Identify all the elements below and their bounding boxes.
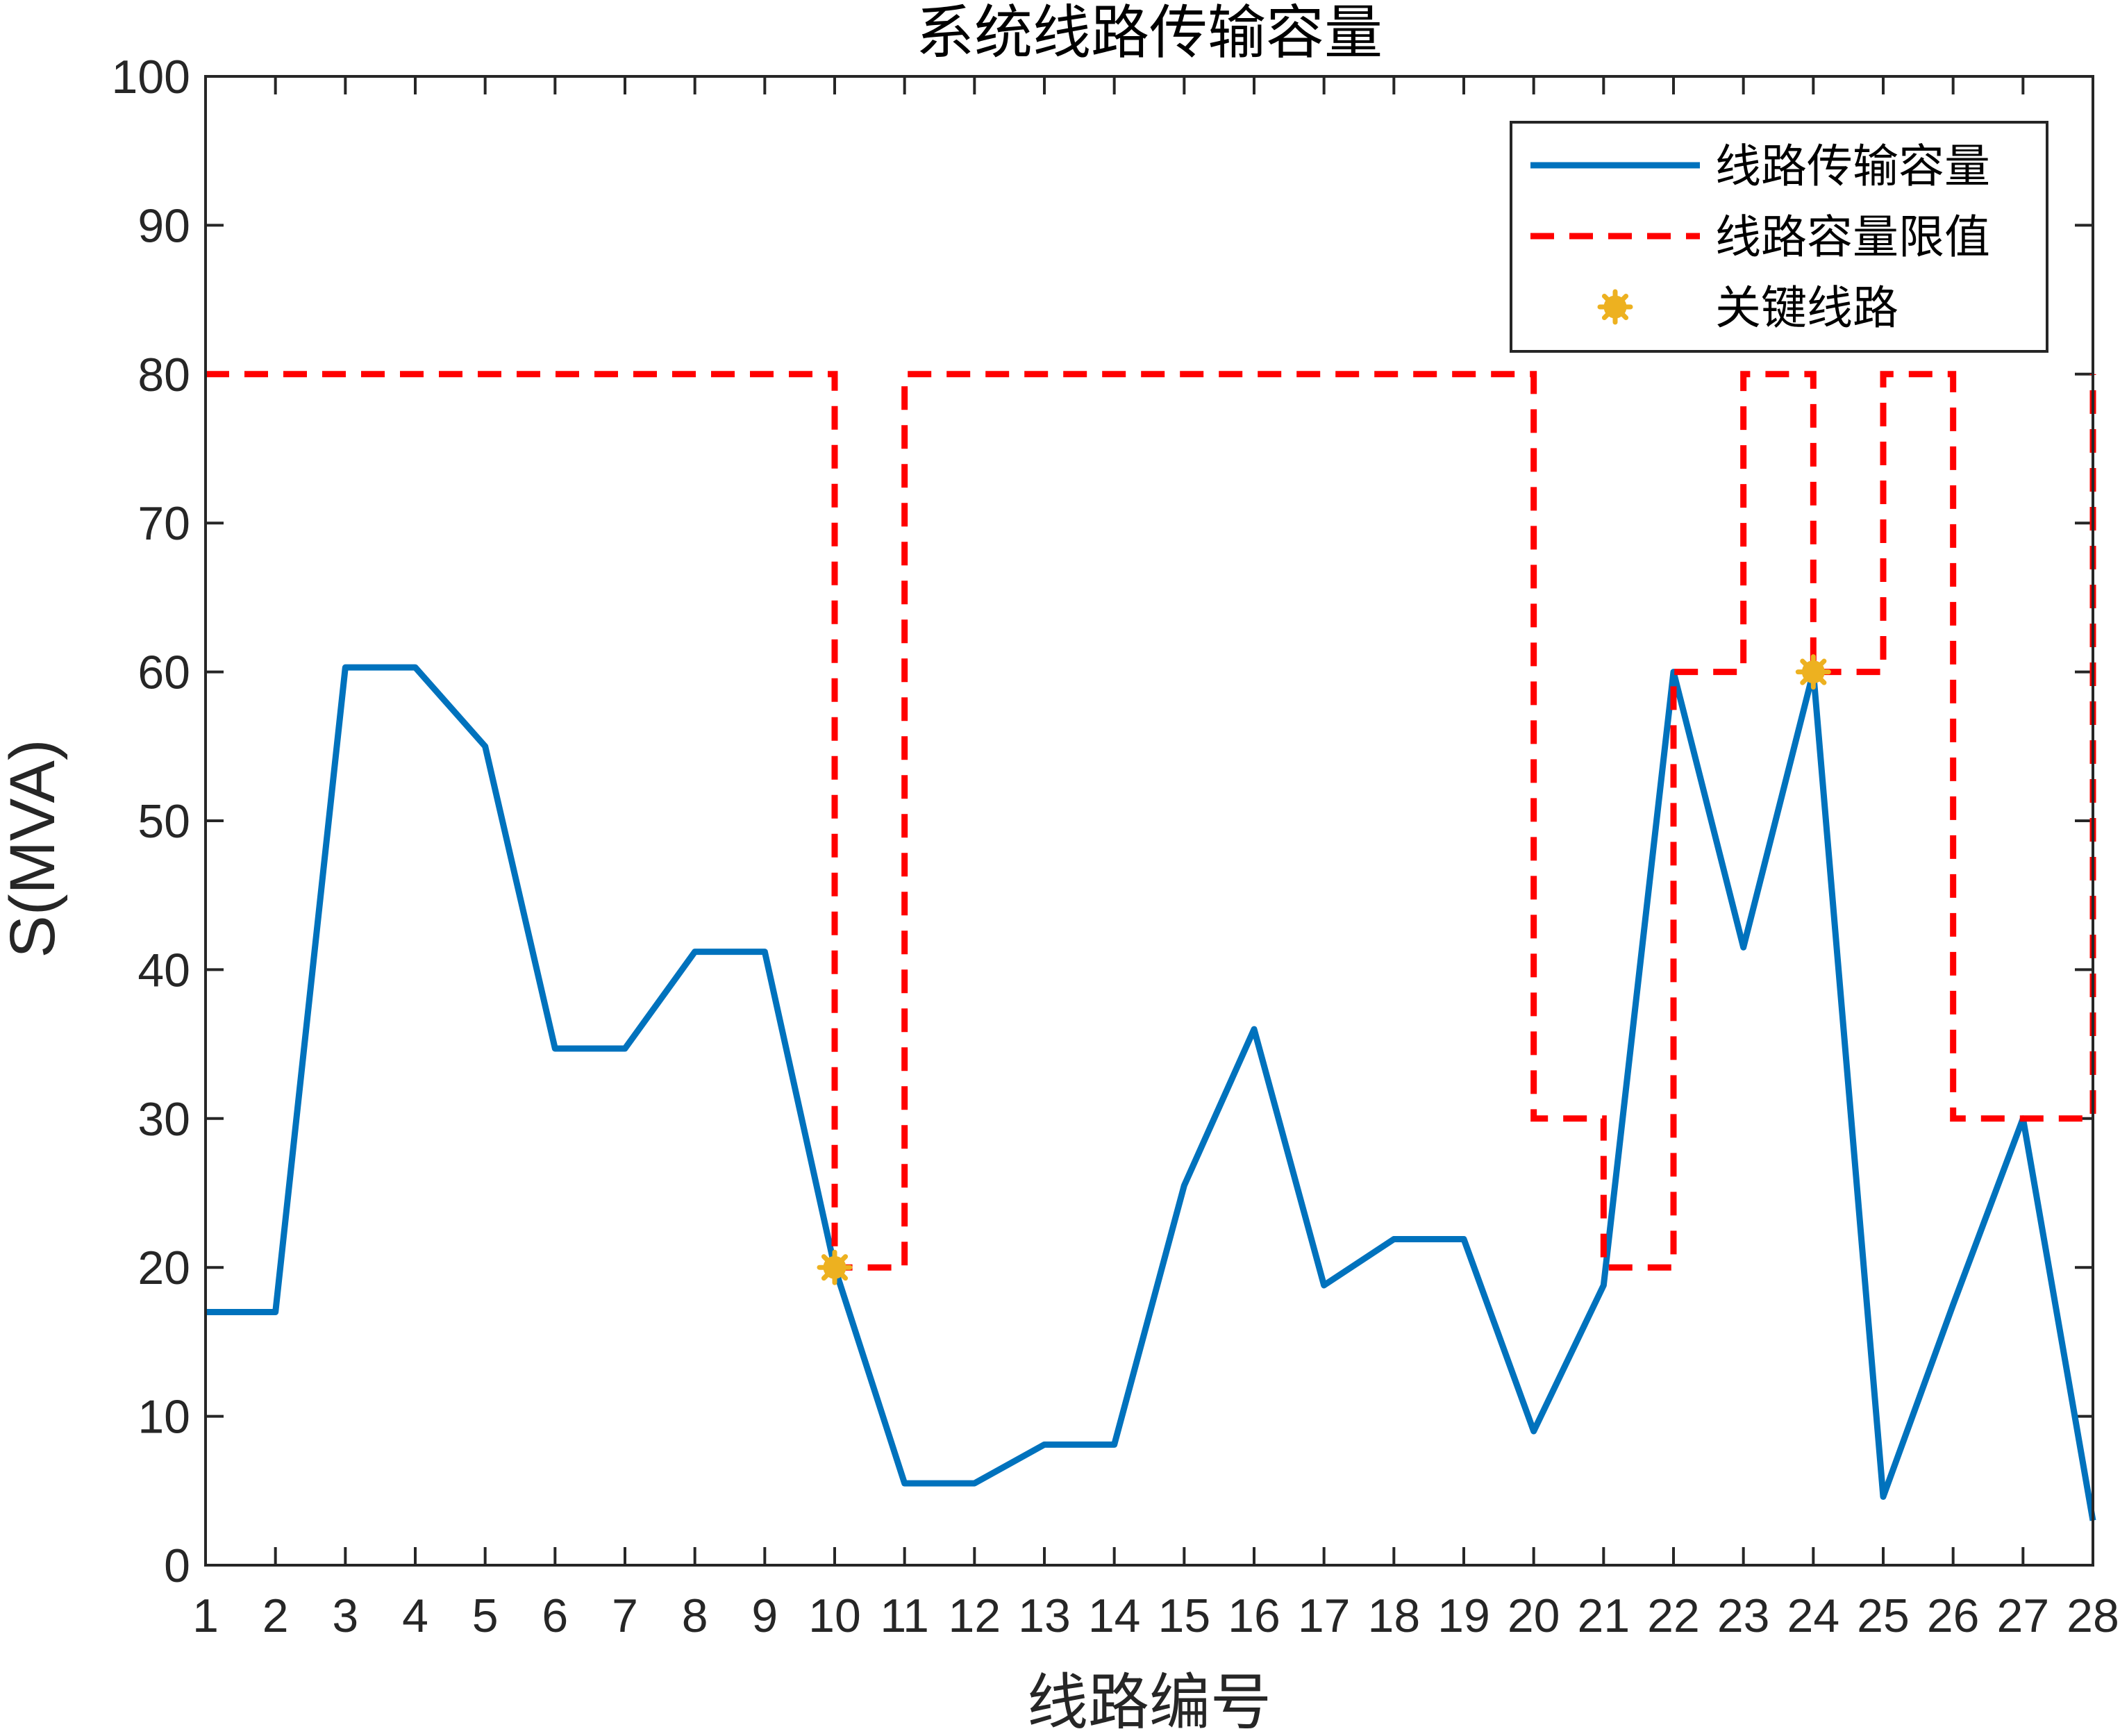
x-tick-label: 24 bbox=[1787, 1589, 1840, 1642]
x-tick-label: 25 bbox=[1857, 1589, 1910, 1642]
x-tick-label: 27 bbox=[1997, 1589, 2050, 1642]
x-tick-label: 5 bbox=[472, 1589, 499, 1642]
y-tick-label: 100 bbox=[112, 51, 190, 103]
x-tick-label: 13 bbox=[1018, 1589, 1071, 1642]
x-tick-label: 4 bbox=[402, 1589, 428, 1642]
key-line-marker bbox=[1795, 654, 1831, 690]
series-line-transmission bbox=[206, 664, 2096, 1521]
x-tick-label: 28 bbox=[2067, 1589, 2119, 1642]
x-tick-label: 14 bbox=[1088, 1589, 1141, 1642]
legend-label-limit: 线路容量限值 bbox=[1715, 210, 1990, 264]
x-tick-label: 19 bbox=[1437, 1589, 1490, 1642]
x-tick-label: 3 bbox=[332, 1589, 358, 1642]
y-axis-title: S(MVA) bbox=[0, 739, 68, 958]
y-tick-label: 10 bbox=[137, 1391, 190, 1444]
y-tick-label: 20 bbox=[137, 1242, 190, 1294]
x-tick-label: 21 bbox=[1578, 1589, 1630, 1642]
y-tick-label: 90 bbox=[137, 199, 190, 252]
x-tick-label: 11 bbox=[880, 1589, 929, 1642]
x-tick-label: 20 bbox=[1508, 1589, 1560, 1642]
chart-title: 系统线路传输容量 bbox=[916, 0, 1383, 67]
legend-label-transmission: 线路传输容量 bbox=[1715, 140, 1990, 193]
x-axis-title: 线路编号 bbox=[1027, 1667, 1271, 1736]
y-tick-label: 70 bbox=[137, 497, 190, 550]
y-tick-label: 30 bbox=[137, 1093, 190, 1146]
y-tick-label: 60 bbox=[137, 646, 190, 699]
x-tick-label: 16 bbox=[1228, 1589, 1280, 1642]
x-tick-label: 6 bbox=[542, 1589, 568, 1642]
x-tick-label: 7 bbox=[612, 1589, 638, 1642]
x-tick-label: 8 bbox=[682, 1589, 708, 1642]
x-tick-label: 17 bbox=[1298, 1589, 1351, 1642]
x-tick-label: 9 bbox=[751, 1589, 778, 1642]
plot-frame bbox=[204, 75, 2094, 1567]
x-tick-label: 23 bbox=[1717, 1589, 1770, 1642]
x-tick-label: 15 bbox=[1158, 1589, 1211, 1642]
x-tick-label: 22 bbox=[1647, 1589, 1700, 1642]
legend-box bbox=[1510, 121, 2048, 353]
x-tick-label: 1 bbox=[192, 1589, 219, 1642]
legend: 线路传输容量 线路容量限值 关键线路 bbox=[1510, 121, 2048, 353]
legend-label-key-line: 关键线路 bbox=[1715, 281, 1898, 335]
key-line-marker bbox=[817, 1249, 853, 1285]
y-tick-label: 80 bbox=[137, 349, 190, 401]
legend-swatch-key-line bbox=[1597, 289, 1633, 325]
series-step-limit bbox=[206, 371, 2096, 1271]
x-tick-label: 2 bbox=[262, 1589, 289, 1642]
x-tick-label: 18 bbox=[1368, 1589, 1421, 1642]
y-tick-label: 40 bbox=[137, 944, 190, 996]
x-tick-label: 10 bbox=[808, 1589, 861, 1642]
y-tick-label: 50 bbox=[137, 795, 190, 848]
x-tick-label: 12 bbox=[949, 1589, 1001, 1642]
x-tick-label: 26 bbox=[1927, 1589, 1980, 1642]
legend-star-marker bbox=[1597, 289, 1633, 325]
y-tick-label: 0 bbox=[164, 1539, 190, 1592]
